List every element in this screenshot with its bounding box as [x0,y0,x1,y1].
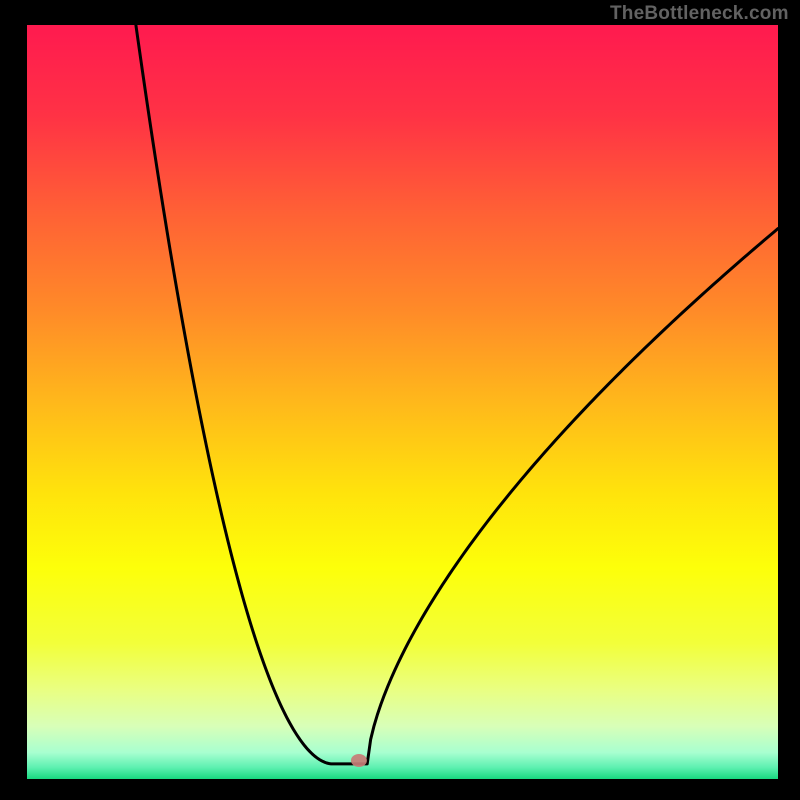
watermark-text: TheBottleneck.com [610,3,789,25]
chart-container: { "type": "line", "canvas": { "width": 8… [0,0,800,800]
plot-area [27,25,778,779]
